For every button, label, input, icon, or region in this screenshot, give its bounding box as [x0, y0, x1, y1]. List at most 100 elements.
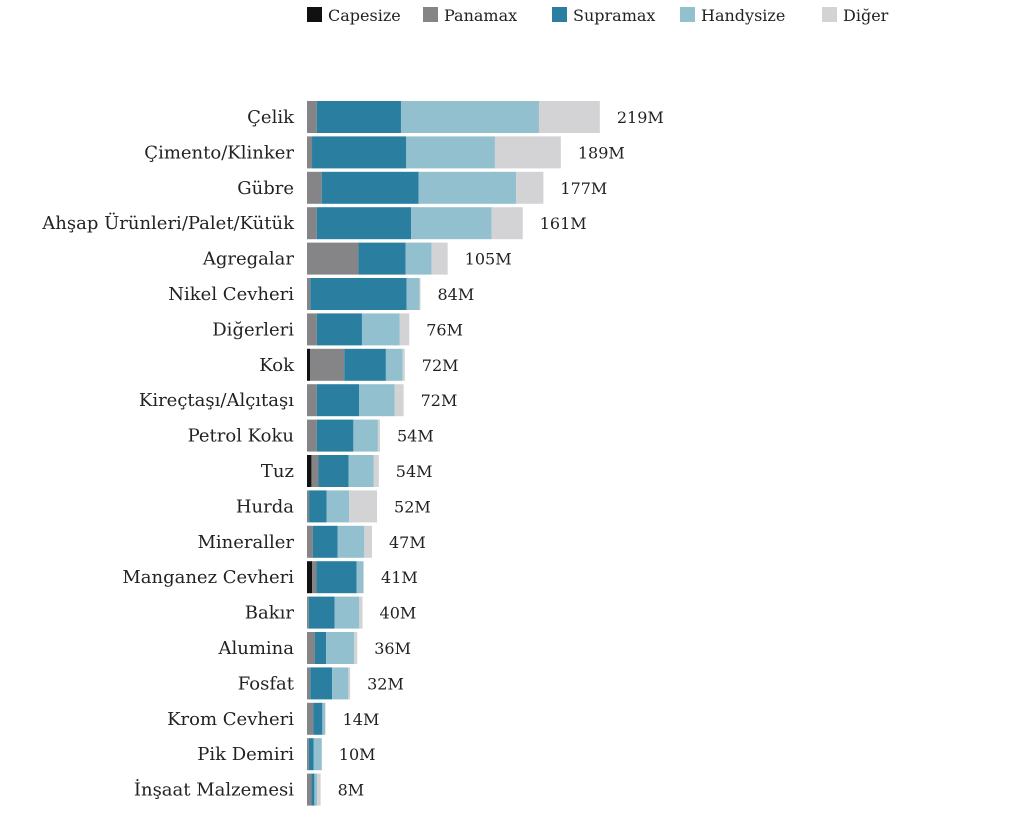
- legend-item-panamax: Panamax: [423, 6, 517, 25]
- bar-area: [307, 101, 600, 806]
- total-labels: 219M 189M 177M 161M 105M 84M 76M 72M 72M 54M 54M 52…: [338, 108, 664, 800]
- bar-segment-gubre-supramax: [321, 171, 419, 204]
- bar-segment-krom-cevheri-supramax: [313, 702, 323, 735]
- bar-row-insaat-malzemesi: [307, 773, 321, 806]
- bar-segment-tuz-panamax: [311, 455, 319, 487]
- legend-label-supramax: Supramax: [573, 6, 655, 25]
- total-label-celik: 219M: [617, 108, 664, 127]
- bar-segment-bakir-supramax: [308, 596, 335, 629]
- legend-label-handysize: Handysize: [701, 6, 785, 25]
- legend-swatch-handysize: [680, 7, 695, 22]
- total-label-kirectasi-alcitasi: 72M: [421, 391, 458, 410]
- bar-segment-cimento-klinker-diger: [494, 136, 561, 169]
- bar-segment-alumina-panamax: [307, 632, 315, 664]
- bar-segment-nikel-cevheri-diger: [419, 278, 421, 310]
- bar-segment-agregalar-handysize: [405, 242, 432, 275]
- bar-segment-gubre-panamax: [307, 171, 322, 204]
- bar-segment-celik-handysize: [400, 101, 539, 133]
- legend-swatch-diger: [822, 7, 837, 22]
- legend-swatch-capesize: [307, 7, 322, 22]
- category-label-kok: Kok: [259, 355, 295, 376]
- bar-segment-petrol-koku-supramax: [316, 419, 354, 452]
- bar-segment-kirectasi-alcitasi-handysize: [359, 384, 395, 417]
- bar-segment-agregalar-diger: [431, 242, 448, 275]
- bar-segment-digerleri-handysize: [361, 313, 400, 346]
- bar-segment-ahsap-urunleri-palet-kutuk-diger: [491, 207, 523, 240]
- category-label-nikel-cevheri: Nikel Cevheri: [168, 284, 294, 305]
- bar-segment-mineraller-diger: [364, 525, 373, 558]
- bar-segment-alumina-handysize: [326, 632, 354, 664]
- category-label-krom-cevheri: Krom Cevheri: [167, 709, 294, 730]
- bar-segment-ahsap-urunleri-palet-kutuk-supramax: [316, 207, 412, 240]
- bar-segment-hurda-panamax: [307, 490, 310, 523]
- bar-segment-digerleri-diger: [399, 313, 410, 346]
- total-label-cimento-klinker: 189M: [578, 143, 625, 162]
- bar-row-agregalar: [307, 242, 448, 275]
- bar-row-bakir: [307, 596, 363, 629]
- bar-segment-celik-panamax: [307, 101, 317, 133]
- total-label-kok: 72M: [422, 356, 459, 375]
- category-label-ahsap-urunleri-palet-kutuk: Ahşap Ürünleri/Palet/Kütük: [41, 211, 295, 234]
- bar-segment-kirectasi-alcitasi-diger: [394, 384, 404, 417]
- bar-segment-nikel-cevheri-handysize: [406, 278, 420, 310]
- category-label-agregalar: Agregalar: [202, 249, 295, 270]
- category-label-hurda: Hurda: [236, 496, 294, 517]
- bar-segment-mineraller-handysize: [337, 525, 365, 558]
- bar-segment-pik-demiri-handysize: [313, 738, 322, 771]
- bar-segment-petrol-koku-diger: [377, 419, 380, 452]
- legend-item-supramax: Supramax: [552, 6, 655, 25]
- bar-segment-gubre-diger: [516, 171, 544, 204]
- bar-row-fosfat: [307, 667, 351, 700]
- total-label-tuz: 54M: [396, 462, 433, 481]
- bar-segment-krom-cevheri-diger: [325, 702, 326, 735]
- total-label-nikel-cevheri: 84M: [437, 285, 474, 304]
- category-labels: Çelik Çimento/Klinker Gübre Ahşap Ürünleri/…: [41, 107, 295, 801]
- bar-segment-hurda-diger: [349, 490, 378, 523]
- category-label-tuz: Tuz: [261, 461, 294, 482]
- bar-row-kok: [307, 348, 405, 381]
- bar-segment-pik-demiri-panamax: [307, 738, 309, 771]
- bar-row-manganez-cevheri: [307, 561, 365, 594]
- category-label-gubre: Gübre: [237, 178, 294, 199]
- bar-segment-insaat-malzemesi-panamax: [307, 773, 312, 806]
- total-label-fosfat: 32M: [367, 674, 404, 693]
- total-label-krom-cevheri: 14M: [343, 710, 380, 729]
- bar-segment-kok-capesize: [307, 348, 311, 381]
- legend-item-handysize: Handysize: [680, 6, 785, 25]
- total-label-mineraller: 47M: [389, 533, 426, 552]
- category-label-fosfat: Fosfat: [238, 673, 295, 694]
- bar-segment-bakir-handysize: [334, 596, 360, 629]
- bar-segment-agregalar-panamax: [307, 242, 359, 275]
- chart-legend: Capesize Panamax Supramax Handysize Diğer: [307, 6, 889, 25]
- bar-row-pik-demiri: [307, 738, 322, 771]
- bar-segment-tuz-handysize: [348, 455, 374, 487]
- bar-segment-celik-diger: [538, 101, 600, 133]
- bar-row-krom-cevheri: [307, 702, 326, 735]
- category-label-pik-demiri: Pik Demiri: [197, 744, 294, 765]
- bar-segment-ahsap-urunleri-palet-kutuk-panamax: [307, 207, 317, 240]
- bar-segment-tuz-diger: [373, 455, 379, 487]
- category-label-celik: Çelik: [247, 107, 295, 128]
- bar-segment-fosfat-diger: [348, 667, 351, 700]
- bar-row-hurda: [307, 490, 378, 523]
- bar-row-petrol-koku: [307, 419, 380, 452]
- bar-segment-agregalar-supramax: [358, 242, 406, 275]
- bar-segment-mineraller-panamax: [307, 525, 313, 558]
- legend-label-diger: Diğer: [843, 6, 889, 25]
- bar-segment-insaat-malzemesi-handysize: [314, 773, 318, 806]
- bar-segment-manganez-cevheri-supramax: [316, 561, 357, 594]
- bar-segment-ahsap-urunleri-palet-kutuk-handysize: [411, 207, 492, 240]
- bar-segment-hurda-supramax: [309, 490, 327, 523]
- legend-label-panamax: Panamax: [444, 6, 517, 25]
- total-label-petrol-koku: 54M: [397, 427, 434, 446]
- bar-segment-tuz-capesize: [307, 455, 312, 487]
- bar-row-alumina: [307, 632, 358, 664]
- category-label-alumina: Alumina: [218, 638, 295, 659]
- total-label-ahsap-urunleri-palet-kutuk: 161M: [540, 214, 587, 233]
- bar-segment-manganez-cevheri-capesize: [307, 561, 313, 594]
- category-label-digerleri: Diğerleri: [212, 319, 294, 340]
- legend-item-capesize: Capesize: [307, 6, 401, 25]
- bar-segment-digerleri-supramax: [316, 313, 362, 346]
- bar-segment-kok-supramax: [344, 348, 386, 381]
- bar-segment-nikel-cevheri-supramax: [310, 278, 407, 310]
